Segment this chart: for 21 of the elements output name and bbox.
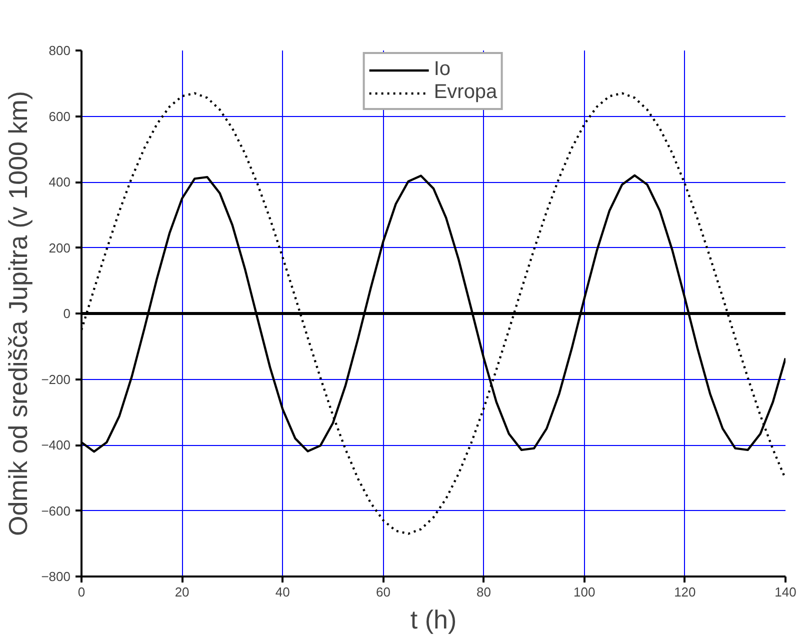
y-tick-label: 0 xyxy=(63,306,71,321)
x-tick-label: 140 xyxy=(774,584,796,600)
x-tick-label: 40 xyxy=(275,584,290,600)
y-tick-label: −400 xyxy=(41,438,71,452)
x-tick-label: 60 xyxy=(376,584,390,600)
x-tick-label: 80 xyxy=(476,584,492,600)
x-tick-label: 120 xyxy=(674,584,696,600)
y-tick-label: −800 xyxy=(41,569,71,584)
x-tick-label: 20 xyxy=(174,584,190,600)
x-tick-label: 100 xyxy=(574,584,596,600)
legend-label: Evropa xyxy=(434,81,498,104)
y-tick-label: −200 xyxy=(41,372,71,387)
y-tick-label: 400 xyxy=(48,174,71,190)
y-axis-title: Odmik od središča Jupitra (v 1000 km) xyxy=(3,90,34,536)
y-tick-label: 200 xyxy=(48,240,71,256)
y-tick-label: 600 xyxy=(48,108,71,124)
x-axis-title: t (h) xyxy=(410,604,457,634)
y-tick-label: 800 xyxy=(48,43,71,58)
legend-label: Io xyxy=(434,58,452,81)
y-tick-label: −600 xyxy=(41,503,71,518)
x-tick-label: 0 xyxy=(78,584,86,600)
